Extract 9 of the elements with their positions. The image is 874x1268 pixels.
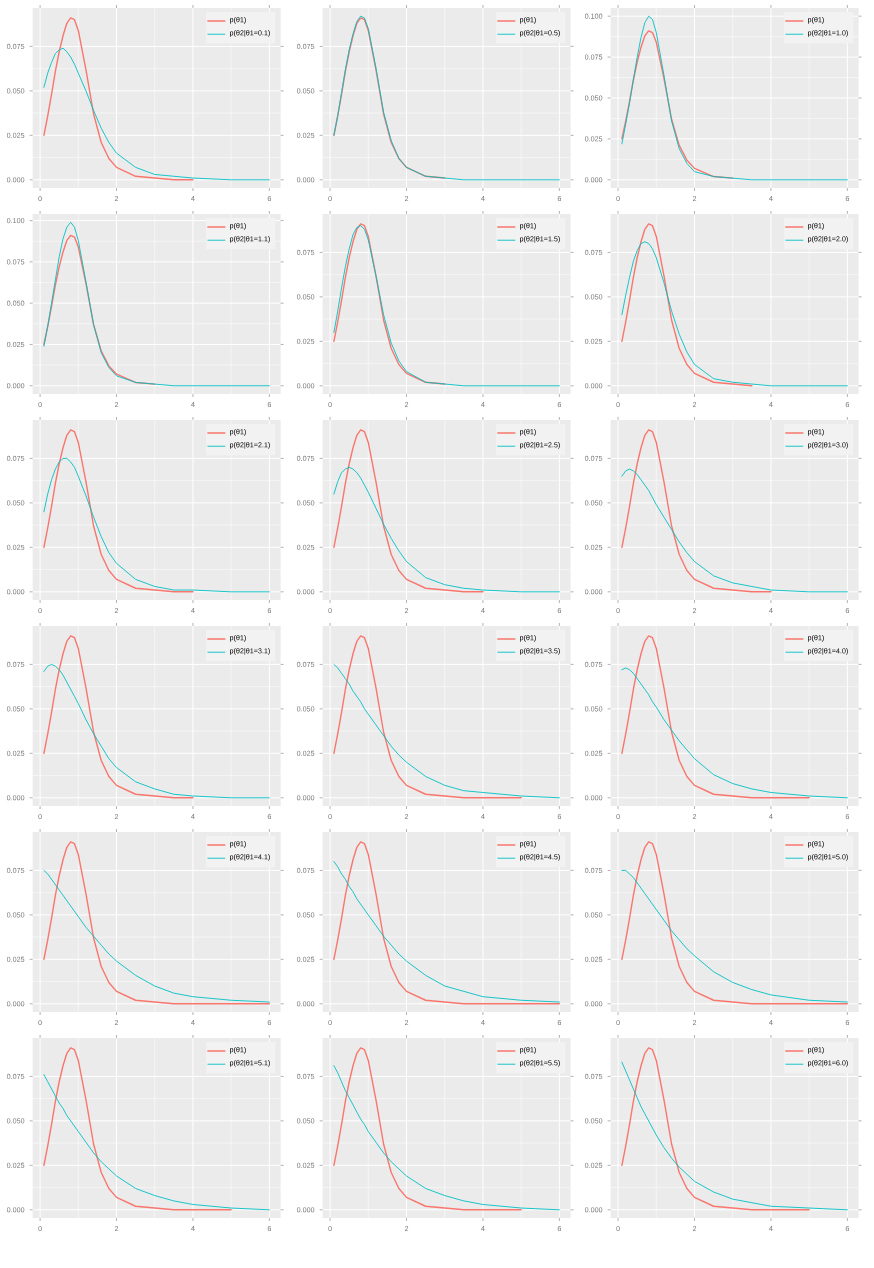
line-series [332, 429, 484, 593]
line-series [332, 223, 446, 385]
line-series [43, 47, 270, 181]
line-series [333, 466, 560, 593]
line-series [42, 17, 194, 181]
line-series [43, 457, 270, 593]
line-series [620, 223, 753, 387]
line-series [42, 635, 194, 799]
line-series [620, 30, 734, 179]
